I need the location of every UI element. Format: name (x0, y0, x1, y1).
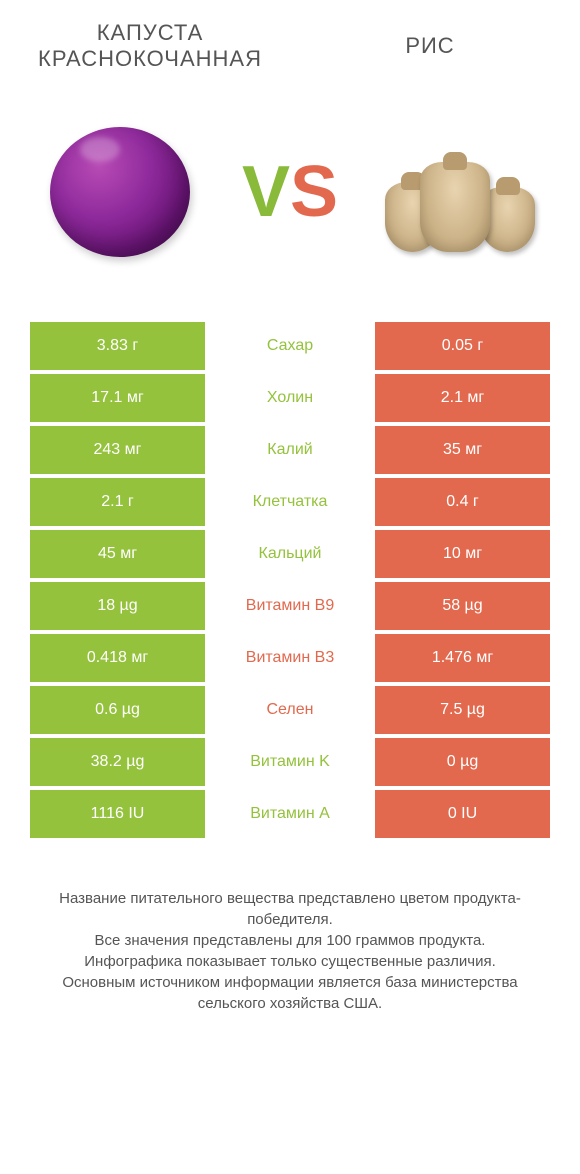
right-value-cell: 0 µg (375, 738, 550, 786)
nutrient-label: Витамин A (205, 790, 375, 838)
footer-line-4: Основным источником информации является … (40, 972, 540, 1014)
nutrient-label: Витамин B9 (205, 582, 375, 630)
rice-sacks-icon (380, 132, 540, 252)
right-value-cell: 0.05 г (375, 322, 550, 370)
footer-line-3: Инфографика показывает только существенн… (40, 951, 540, 972)
footer-line-1: Название питательного вещества представл… (40, 888, 540, 930)
nutrient-label: Клетчатка (205, 478, 375, 526)
left-product-title: КАПУСТА КРАСНОКОЧАННАЯ (30, 20, 290, 72)
right-value-cell: 2.1 мг (375, 374, 550, 422)
infographic-container: КАПУСТА КРАСНОКОЧАННАЯ РИС VS 3.83 гСаха… (0, 0, 580, 1014)
left-value-cell: 0.418 мг (30, 634, 205, 682)
nutrient-label: Витамин B3 (205, 634, 375, 682)
right-value-cell: 0.4 г (375, 478, 550, 526)
right-value-cell: 10 мг (375, 530, 550, 578)
hero-row: VS (30, 112, 550, 272)
table-row: 45 мгКальций10 мг (30, 530, 550, 578)
table-row: 0.418 мгВитамин B31.476 мг (30, 634, 550, 682)
right-value-cell: 7.5 µg (375, 686, 550, 734)
footer-notes: Название питательного вещества представл… (30, 888, 550, 1014)
table-row: 17.1 мгХолин2.1 мг (30, 374, 550, 422)
left-value-cell: 45 мг (30, 530, 205, 578)
footer-line-2: Все значения представлены для 100 граммо… (40, 930, 540, 951)
left-value-cell: 18 µg (30, 582, 205, 630)
nutrient-label: Калий (205, 426, 375, 474)
vs-s: S (290, 152, 338, 232)
nutrient-label: Селен (205, 686, 375, 734)
right-value-cell: 1.476 мг (375, 634, 550, 682)
nutrient-table: 3.83 гСахар0.05 г17.1 мгХолин2.1 мг243 м… (30, 322, 550, 838)
left-value-cell: 2.1 г (30, 478, 205, 526)
table-row: 0.6 µgСелен7.5 µg (30, 686, 550, 734)
table-row: 38.2 µgВитамин K0 µg (30, 738, 550, 786)
left-value-cell: 38.2 µg (30, 738, 205, 786)
table-row: 18 µgВитамин B958 µg (30, 582, 550, 630)
left-value-cell: 0.6 µg (30, 686, 205, 734)
vs-label: VS (242, 156, 338, 228)
right-product-title: РИС (290, 33, 550, 59)
left-product-image (40, 112, 200, 272)
nutrient-label: Кальций (205, 530, 375, 578)
left-value-cell: 1116 IU (30, 790, 205, 838)
nutrient-label: Сахар (205, 322, 375, 370)
right-value-cell: 0 IU (375, 790, 550, 838)
vs-v: V (242, 152, 290, 232)
nutrient-label: Витамин K (205, 738, 375, 786)
left-value-cell: 3.83 г (30, 322, 205, 370)
left-value-cell: 243 мг (30, 426, 205, 474)
nutrient-label: Холин (205, 374, 375, 422)
table-row: 243 мгКалий35 мг (30, 426, 550, 474)
table-row: 2.1 гКлетчатка0.4 г (30, 478, 550, 526)
table-row: 3.83 гСахар0.05 г (30, 322, 550, 370)
left-value-cell: 17.1 мг (30, 374, 205, 422)
right-value-cell: 58 µg (375, 582, 550, 630)
product-titles: КАПУСТА КРАСНОКОЧАННАЯ РИС (30, 20, 550, 72)
table-row: 1116 IUВитамин A0 IU (30, 790, 550, 838)
red-cabbage-icon (50, 127, 190, 257)
right-value-cell: 35 мг (375, 426, 550, 474)
right-product-image (380, 112, 540, 272)
